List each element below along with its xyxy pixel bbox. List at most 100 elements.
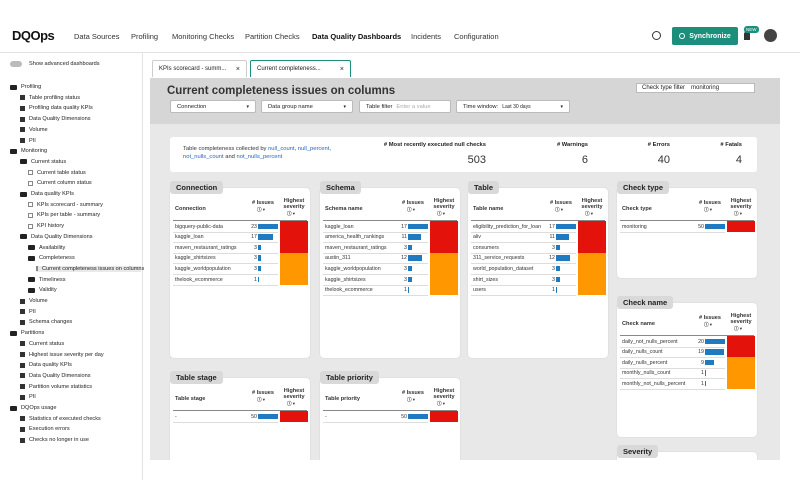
row-issues: 50 (698, 223, 704, 230)
row-name: monthly_nulls_count (622, 370, 671, 377)
issues-bar (258, 255, 261, 261)
link[interactable]: null_percent (297, 146, 330, 152)
nav-item[interactable]: Partition Checks (245, 32, 300, 41)
row-name: maven_restaurant_ratings (325, 244, 387, 251)
link[interactable]: not_nulls_count (183, 154, 224, 160)
severity-cell (727, 378, 755, 389)
panel-title: Table stage (170, 371, 223, 384)
severity-cell (578, 274, 606, 285)
tree-item[interactable]: Current completeness issues on columns (36, 265, 144, 272)
row-name: consumers (473, 244, 499, 251)
check-type-filter[interactable]: Check type filter monitoring (636, 83, 755, 93)
tree-icon (20, 352, 25, 357)
tree-item[interactable]: Table profiling status (20, 95, 80, 101)
tree-item[interactable]: PII (20, 394, 36, 400)
tree-icon (20, 95, 25, 101)
tree-label: Profiling (21, 84, 42, 90)
tree-item[interactable]: Validity (28, 287, 57, 293)
tab[interactable]: Current completeness... × (250, 60, 351, 77)
severity-header: Highest severity (283, 388, 305, 400)
tree-item[interactable]: KPIs per table - summary (28, 212, 100, 218)
tree-item[interactable]: Volume (20, 127, 48, 133)
tree-item[interactable]: Partition volume statistics (20, 384, 92, 390)
row-name: daily_not_nulls_percent (622, 338, 678, 345)
severity-cell (578, 263, 606, 274)
tree-label: DQOps usage (21, 405, 57, 411)
toggle-switch[interactable] (10, 61, 22, 67)
tree-item[interactable]: Current table status (28, 170, 86, 176)
nav-item[interactable]: Monitoring Checks (172, 32, 235, 41)
tree-item[interactable]: Execution errors (20, 426, 70, 432)
tab-close[interactable]: × (235, 65, 240, 73)
filter-label: Connection (177, 103, 207, 110)
filter[interactable]: Table filter Enter a value (359, 100, 451, 113)
row-line (620, 357, 725, 359)
tree-icon (10, 148, 17, 154)
filter-label: Table filter (366, 103, 393, 110)
tree-item[interactable]: Profiling data quality KPIs (20, 105, 93, 111)
avatar[interactable] (764, 29, 777, 42)
issues-header-icons: ⓘ ▾ (555, 207, 564, 212)
sync-button[interactable]: Synchronize (672, 27, 738, 45)
tree-item[interactable]: Data quality KPIs (20, 362, 72, 368)
tab-close[interactable]: × (339, 65, 344, 73)
panel: Schema Schema name # Issues ⓘ ▾ Highest seve… (320, 181, 460, 358)
severity-cell (727, 357, 755, 368)
tree-item[interactable]: Highest issue severity per day (20, 352, 104, 358)
nav-item[interactable]: Data Sources (74, 32, 120, 41)
tree-label: Data Quality Dimensions (29, 372, 91, 379)
tree-item[interactable]: Schema changes (20, 319, 72, 325)
tree-label: Highest issue severity per day (29, 351, 104, 358)
tree-item[interactable]: Data Quality Dimensions (20, 373, 91, 379)
tree-item[interactable]: Profiling (10, 84, 41, 90)
tree-item[interactable]: DQOps usage (10, 405, 56, 411)
tree-item[interactable]: Completeness (28, 255, 75, 261)
tab[interactable]: KPIs scorecard - summ... × (152, 60, 247, 77)
tree-item[interactable]: KPIs scorecard - summary (28, 202, 103, 208)
tree-item[interactable]: Current column status (28, 180, 92, 186)
tree-item[interactable]: KPI history (28, 223, 64, 229)
severity-cell (280, 263, 308, 274)
tree-item[interactable]: Current status (20, 159, 66, 165)
severity-header-icons: ⓘ ▾ (287, 211, 296, 216)
tree-icon (20, 138, 25, 143)
row-line (323, 295, 428, 297)
issues-bar (705, 380, 706, 387)
tree-icon (28, 212, 33, 218)
severity-cell (280, 242, 308, 253)
nav-item[interactable]: Profiling (131, 32, 159, 41)
row-line (471, 295, 576, 297)
metric-label: # Most recently executed null checks (383, 142, 486, 148)
tree-item[interactable]: Partitions (10, 330, 44, 336)
tree-item[interactable]: Current status (20, 341, 64, 347)
link[interactable]: not_nulls_percent (236, 154, 283, 160)
row-line (173, 231, 278, 233)
nav-item[interactable]: Data Quality Dashboards (312, 32, 402, 41)
header-line (173, 410, 307, 411)
tree-icon (20, 416, 25, 422)
tree-item[interactable]: Data quality KPIs (20, 191, 74, 197)
tree-item[interactable]: PII (20, 138, 36, 144)
tree-item[interactable]: Statistics of executed checks (20, 416, 101, 422)
tree-item[interactable]: Data Quality Dimensions (20, 234, 93, 240)
row-issues: 3 (404, 265, 407, 272)
tree-item[interactable]: Volume (20, 298, 48, 304)
nav-item[interactable]: Incidents (411, 32, 442, 41)
filter[interactable]: Time window: Last 30 days ▾ (456, 100, 570, 113)
help-icon[interactable] (652, 31, 661, 40)
tree-item[interactable]: Data Quality Dimensions (20, 116, 91, 122)
row-name: kaggle_worldpopulation (325, 265, 381, 272)
tree-label: Monitoring (21, 148, 48, 155)
filter[interactable]: Connection ▾ (170, 100, 256, 113)
tree-item[interactable]: PII (20, 309, 36, 315)
tree-item[interactable]: Availability (28, 245, 65, 251)
nav-item[interactable]: Configuration (454, 32, 499, 41)
tree-item[interactable]: Monitoring (10, 148, 47, 154)
filter[interactable]: Data group name ▾ (261, 100, 353, 113)
tree-icon (10, 330, 17, 336)
tree-item[interactable]: Checks no longer in use (20, 437, 89, 443)
notifications[interactable] (744, 32, 750, 40)
tree-item[interactable]: Timeliness (28, 277, 66, 283)
link[interactable]: null_count (268, 146, 295, 152)
